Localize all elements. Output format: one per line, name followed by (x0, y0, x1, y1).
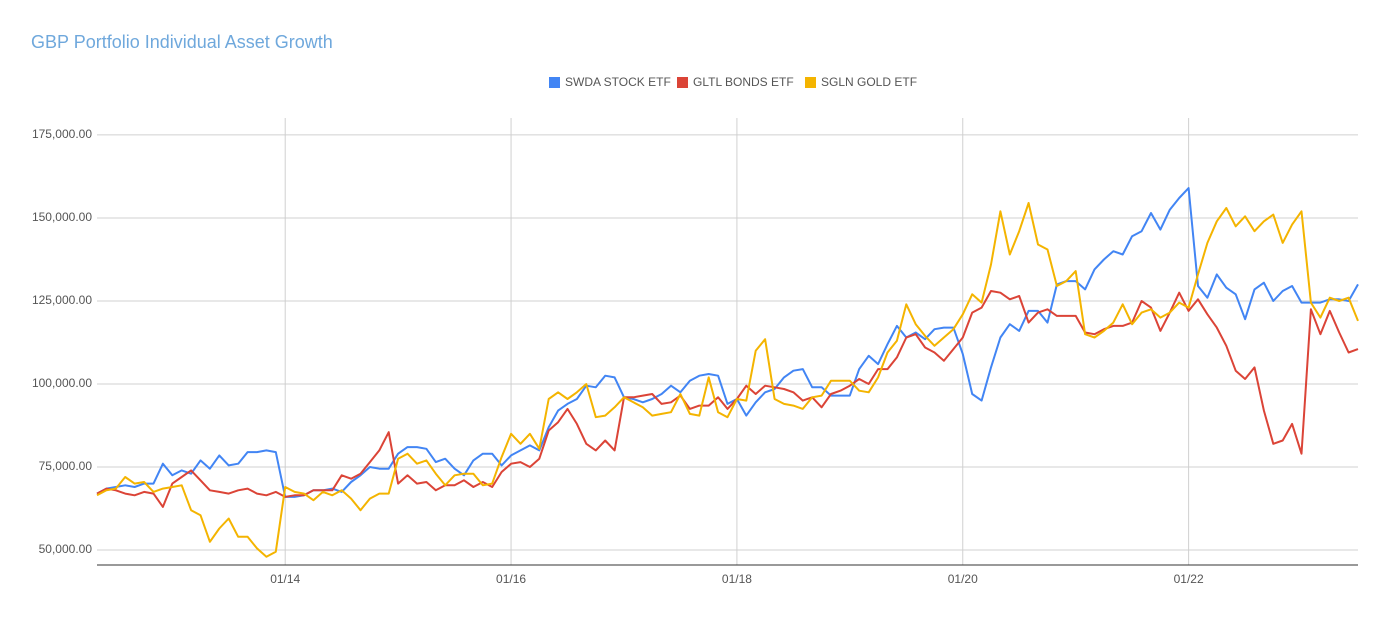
x-tick-label: 01/22 (1174, 572, 1204, 586)
legend-label: GLTL BONDS ETF (693, 75, 794, 89)
y-tick-label: 125,000.00 (32, 293, 92, 307)
y-tick-label: 100,000.00 (32, 376, 92, 390)
y-tick-label: 175,000.00 (32, 127, 92, 141)
series-line (96, 202, 1359, 558)
legend-swatch (677, 77, 688, 88)
y-tick-label: 75,000.00 (39, 459, 93, 473)
y-tick-label: 50,000.00 (39, 542, 93, 556)
legend-swatch (805, 77, 816, 88)
y-tick-label: 150,000.00 (32, 210, 92, 224)
x-tick-label: 01/20 (948, 572, 978, 586)
legend-swatch (549, 77, 560, 88)
x-tick-label: 01/16 (496, 572, 526, 586)
x-tick-label: 01/14 (270, 572, 300, 586)
series-line (96, 290, 1359, 508)
x-tick-label: 01/18 (722, 572, 752, 586)
legend-label: SGLN GOLD ETF (821, 75, 917, 89)
chart-title: GBP Portfolio Individual Asset Growth (31, 32, 333, 52)
legend-label: SWDA STOCK ETF (565, 75, 671, 89)
